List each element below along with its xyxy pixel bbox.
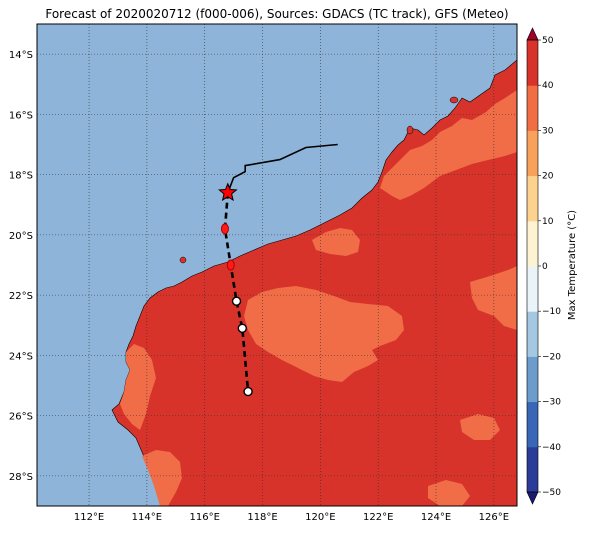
- colorbar-tick-label: 0: [542, 262, 548, 272]
- colorbar-tick-label: −50: [542, 488, 561, 498]
- colorbar-tick-label: −40: [542, 443, 561, 453]
- colorbar-segment: [527, 311, 538, 357]
- forecast-track-line: [223, 192, 250, 392]
- lat-label: 28°S: [9, 472, 33, 483]
- map-title: Forecast of 2020020712 (f000-006), Sourc…: [45, 7, 508, 21]
- lat-label: 14°S: [9, 50, 33, 61]
- lon-label: 126°E: [479, 512, 509, 523]
- lon-label: 118°E: [247, 512, 277, 523]
- lon-label: 120°E: [305, 512, 335, 523]
- colorbar-tick-label: −30: [542, 398, 561, 408]
- lat-label: 24°S: [9, 351, 33, 362]
- forecast-point-white: [243, 386, 253, 397]
- island: [406, 125, 414, 135]
- colorbar-label: Max Temperature (°C): [567, 210, 578, 320]
- lon-label: 112°E: [74, 512, 104, 523]
- colorbar-ticks: 50 40 30 20 10 0 −10 −20 −30 −40 −50: [542, 36, 561, 498]
- warm-zone-south: [428, 480, 470, 506]
- warm-zone-central: [244, 286, 404, 382]
- warm-zone-north: [380, 90, 517, 200]
- lat-label: 22°S: [9, 291, 33, 302]
- map-area: [37, 24, 517, 506]
- lon-label: 122°E: [363, 512, 393, 523]
- colorbar-tick-label: 50: [542, 36, 554, 46]
- latitude-labels: 14°S 16°S 18°S 20°S 22°S 24°S 26°S 28°S: [9, 50, 33, 483]
- warm-zone-northwest: [312, 228, 360, 256]
- colorbar-segment: [527, 356, 538, 403]
- current-position-star-icon: [218, 182, 238, 202]
- forecast-point-white: [237, 323, 248, 333]
- lat-label: 20°S: [9, 231, 33, 242]
- colorbar-tick-label: 10: [542, 217, 554, 227]
- colorbar-segment: [527, 446, 538, 493]
- colorbar-segments: [526, 27, 541, 505]
- forecast-point-red: [226, 259, 235, 271]
- forecast-point-red: [220, 223, 229, 235]
- lat-label: 18°S: [9, 171, 33, 182]
- warm-zone-southwest: [142, 450, 182, 506]
- colorbar-segment: [527, 175, 538, 222]
- map-grid: [37, 24, 517, 506]
- colorbar-max-extension: [526, 27, 539, 41]
- island: [179, 256, 187, 264]
- forecast-point-white: [231, 296, 242, 306]
- colorbar-tick-label: −10: [542, 307, 561, 317]
- past-track-line: [227, 143, 338, 193]
- colorbar-segment: [527, 220, 538, 267]
- colorbar-tick-label: 20: [542, 172, 554, 182]
- colorbar-min-extension: [526, 491, 539, 505]
- colorbar-segment: [527, 266, 538, 312]
- storm-track: [218, 143, 338, 397]
- island: [449, 96, 459, 104]
- colorbar-tick-label: −20: [542, 352, 561, 362]
- lon-label: 114°E: [132, 512, 162, 523]
- longitude-labels: 112°E 114°E 116°E 118°E 120°E 122°E 124°…: [74, 512, 509, 523]
- colorbar: 50 40 30 20 10 0 −10 −20 −30 −40 −50 Max…: [526, 27, 578, 505]
- lat-label: 26°S: [9, 412, 33, 423]
- colorbar-segment: [527, 40, 538, 86]
- map-frame: [36, 23, 518, 507]
- lon-label: 116°E: [190, 512, 220, 523]
- colorbar-segment: [527, 401, 538, 448]
- colorbar-segment: [527, 85, 538, 131]
- colorbar-tick-label: 30: [542, 126, 554, 136]
- colorbar-tick-label: 40: [542, 81, 554, 91]
- lat-label: 16°S: [9, 110, 33, 121]
- warm-zone-southeast: [460, 414, 500, 440]
- colorbar-segment: [527, 130, 538, 177]
- warm-zone-east: [470, 266, 517, 330]
- lon-label: 124°E: [421, 512, 451, 523]
